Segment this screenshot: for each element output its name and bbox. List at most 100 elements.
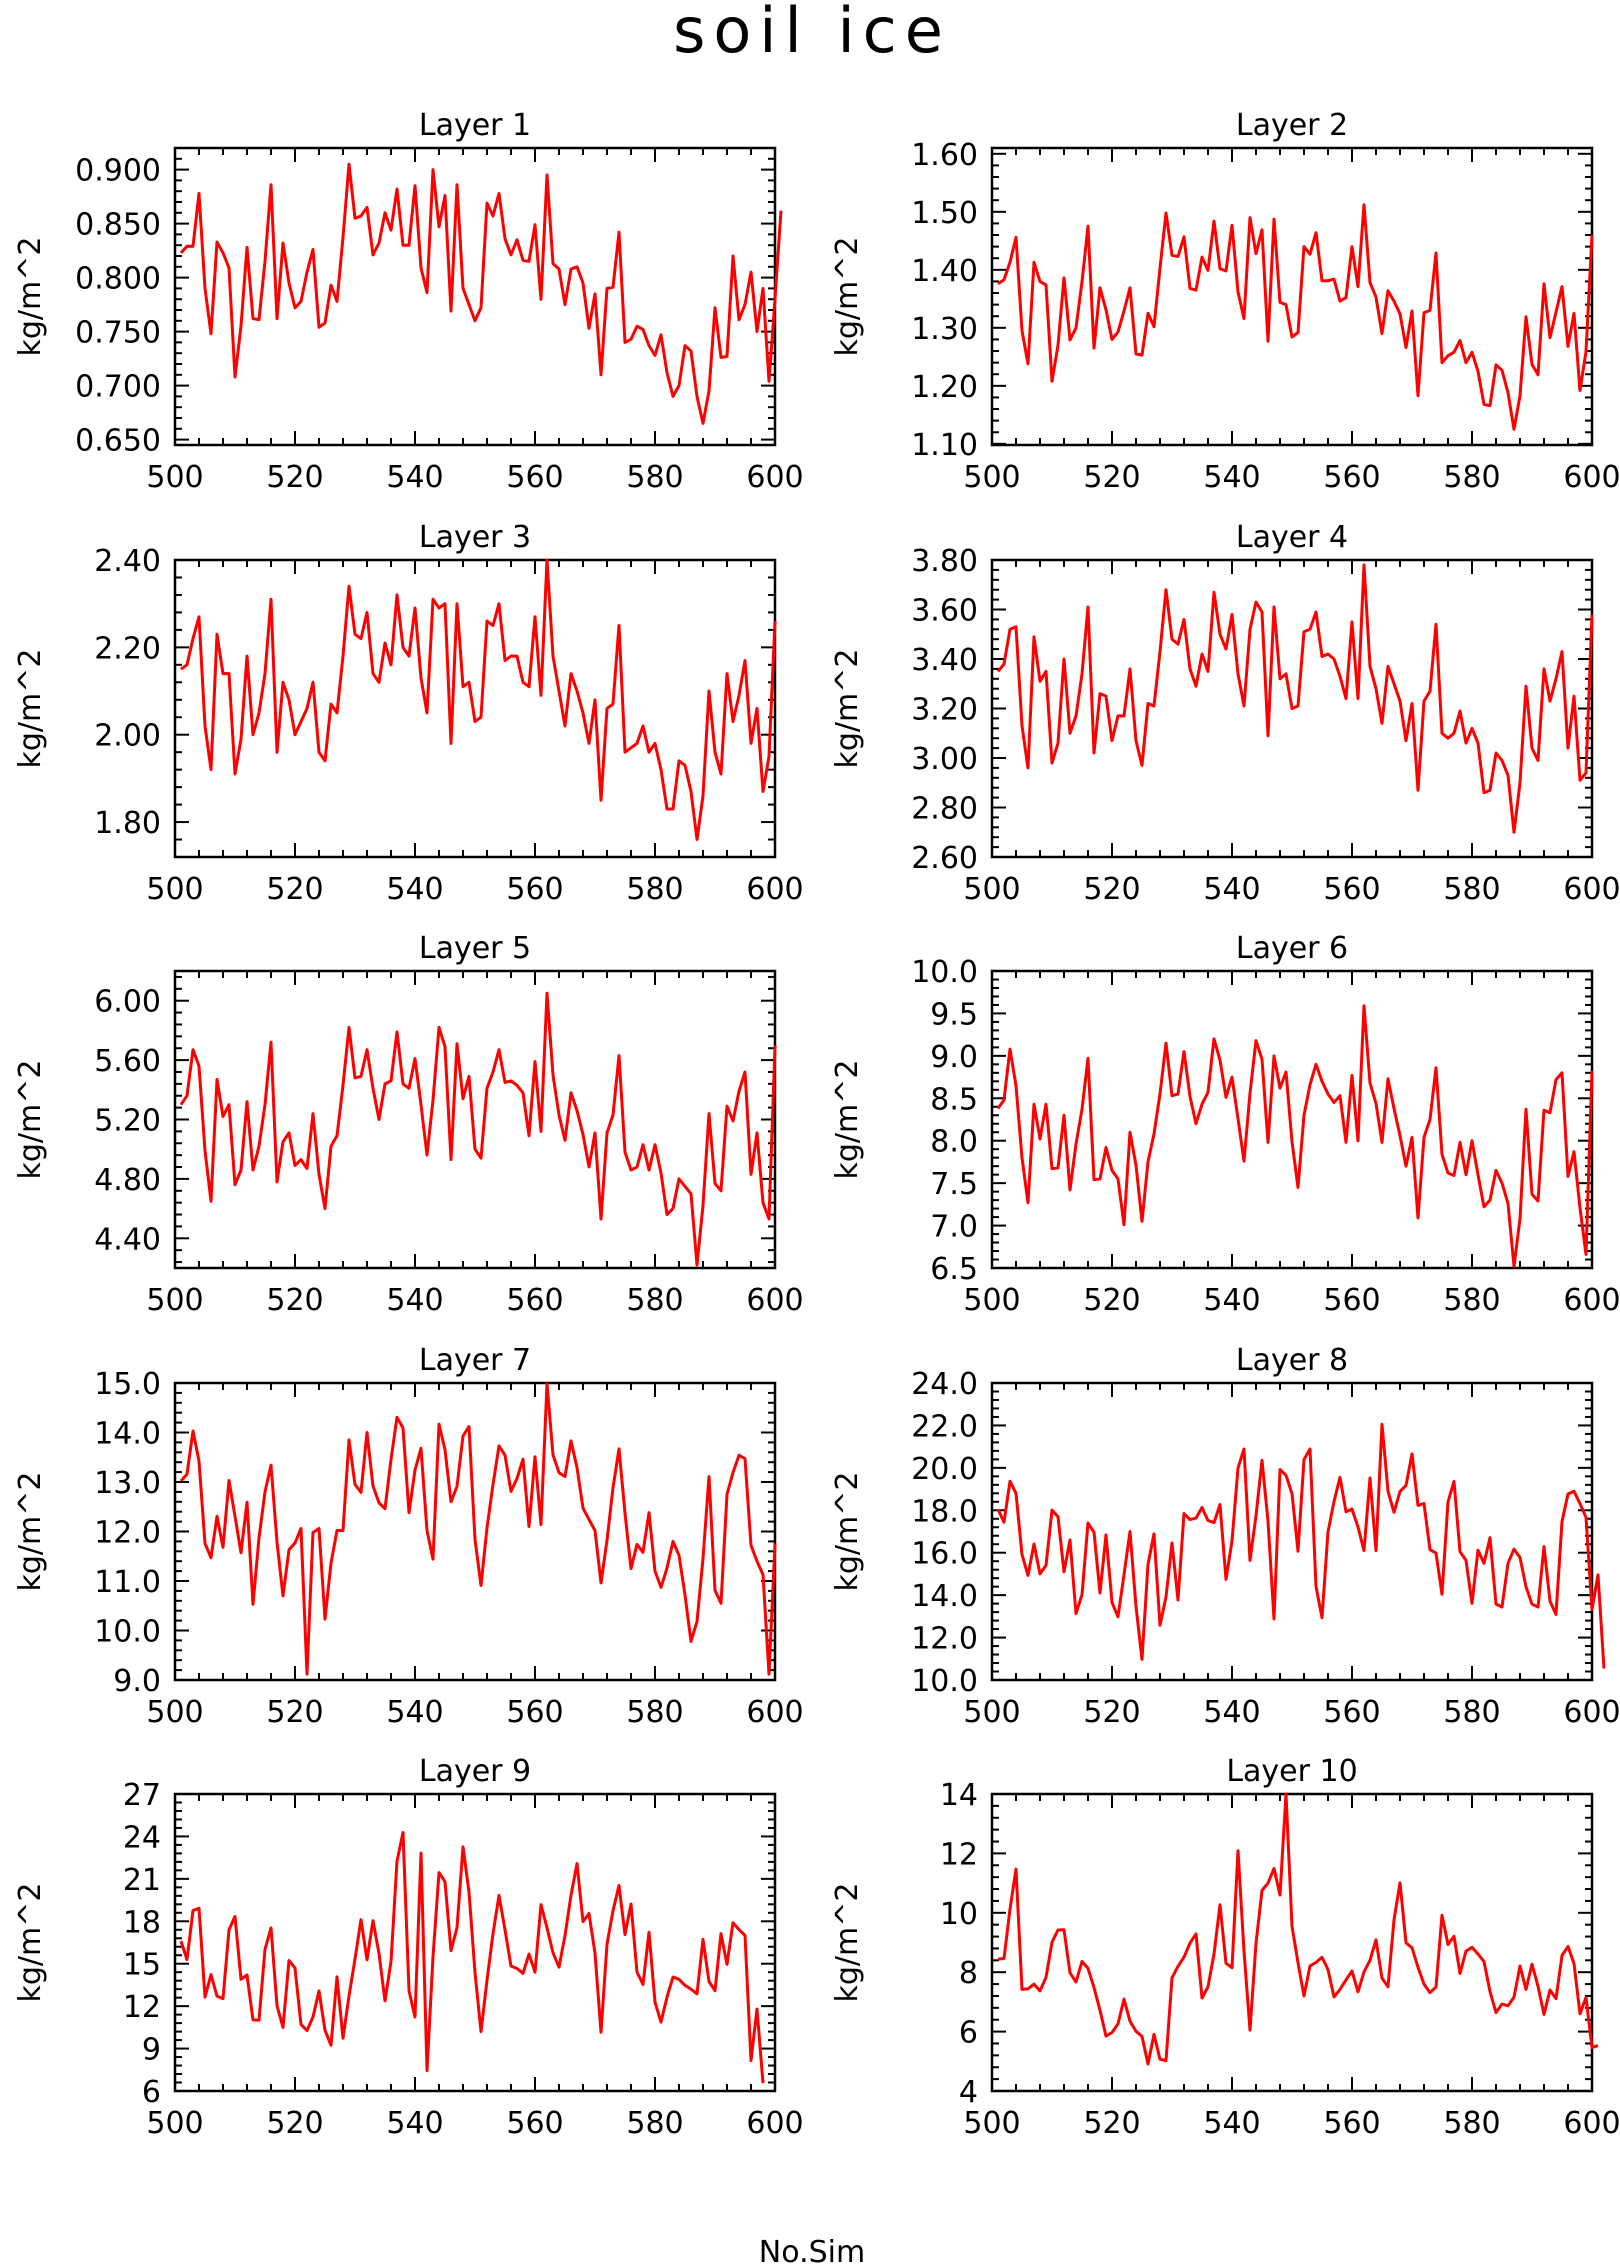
x-tick-label: 580 bbox=[1443, 1283, 1500, 1318]
y-axis-label: kg/m^2 bbox=[830, 1472, 865, 1592]
panel-layer-4: Layer 4 500 520 540 560 580 600 2.60 2.80 3.00 3.2… bbox=[830, 520, 1620, 907]
plot-frame bbox=[173, 969, 777, 1270]
panel-title: Layer 5 bbox=[419, 931, 531, 966]
x-tick-label: 600 bbox=[746, 2106, 803, 2141]
x-tick-label: 540 bbox=[1203, 460, 1260, 495]
y-tick-label: 6 bbox=[142, 2075, 161, 2110]
y-tick-label: 2.80 bbox=[911, 792, 978, 827]
y-axis-label: kg/m^2 bbox=[13, 1060, 48, 1180]
x-tick-label: 520 bbox=[1083, 2106, 1140, 2141]
y-tick-label: 0.750 bbox=[75, 316, 161, 351]
y-axis-label: kg/m^2 bbox=[13, 237, 48, 357]
x-tick-label: 560 bbox=[1323, 1695, 1380, 1730]
series-line bbox=[997, 1792, 1599, 2066]
x-tick-label: 520 bbox=[266, 1695, 323, 1730]
plot-frame bbox=[990, 969, 1594, 1270]
plot-frame bbox=[173, 146, 777, 447]
x-tick-label: 600 bbox=[1563, 1695, 1620, 1730]
y-tick-label: 4 bbox=[959, 2075, 978, 2110]
y-tick-label: 10.0 bbox=[94, 1615, 161, 1650]
x-tick-label: 500 bbox=[146, 1283, 203, 1318]
panel-title: Layer 7 bbox=[419, 1343, 531, 1378]
series-line bbox=[179, 991, 777, 1267]
x-tick-label: 560 bbox=[1323, 872, 1380, 907]
x-tick-label: 600 bbox=[746, 460, 803, 495]
figure-x-axis-label: No.Sim bbox=[759, 2235, 865, 2264]
y-tick-label: 3.60 bbox=[911, 594, 978, 629]
y-tick-label: 13.0 bbox=[94, 1466, 161, 1501]
y-axis-label: kg/m^2 bbox=[830, 237, 865, 357]
y-tick-label: 1.60 bbox=[911, 138, 978, 173]
series-line bbox=[179, 1831, 765, 2084]
x-tick-label: 580 bbox=[1443, 2106, 1500, 2141]
x-tick-label: 600 bbox=[1563, 1283, 1620, 1318]
y-tick-label: 24.0 bbox=[911, 1367, 978, 1402]
x-tick-label: 580 bbox=[626, 460, 683, 495]
panel-title: Layer 9 bbox=[419, 1754, 531, 1789]
y-tick-label: 12 bbox=[123, 1990, 161, 2025]
y-axis-label: kg/m^2 bbox=[830, 1883, 865, 2003]
panel-title: Layer 1 bbox=[419, 108, 531, 143]
y-tick-label: 0.800 bbox=[75, 262, 161, 297]
panel-layer-2: Layer 2 500 520 540 560 580 600 1.10 1.20 1.30 1.4… bbox=[830, 108, 1620, 495]
y-axis-label: kg/m^2 bbox=[13, 649, 48, 769]
x-tick-label: 560 bbox=[1323, 1283, 1380, 1318]
x-tick-label: 500 bbox=[963, 872, 1020, 907]
panel-title: Layer 3 bbox=[419, 520, 531, 555]
y-tick-label: 6.00 bbox=[94, 985, 161, 1020]
y-tick-label: 3.40 bbox=[911, 643, 978, 678]
panel-layer-8: Layer 8 500 520 540 560 580 600 10.0 12.0 14.0 16.… bbox=[830, 1343, 1620, 1730]
y-tick-label: 12.0 bbox=[911, 1622, 978, 1657]
y-axis-label: kg/m^2 bbox=[830, 1060, 865, 1180]
y-tick-label: 0.650 bbox=[75, 424, 161, 459]
panel-layer-7: Layer 7 500 520 540 560 580 600 9.0 10.0 11.0 12.0… bbox=[13, 1343, 804, 1730]
x-tick-label: 500 bbox=[146, 872, 203, 907]
x-tick-label: 580 bbox=[1443, 460, 1500, 495]
x-tick-label: 520 bbox=[266, 872, 323, 907]
series-line bbox=[997, 203, 1594, 431]
y-tick-label: 9.5 bbox=[930, 997, 978, 1032]
plot-frame bbox=[173, 1792, 777, 2093]
panel-title: Layer 6 bbox=[1236, 931, 1348, 966]
y-tick-label: 20.0 bbox=[911, 1452, 978, 1487]
plot-frame bbox=[173, 558, 777, 859]
x-tick-label: 520 bbox=[1083, 460, 1140, 495]
y-tick-label: 10.0 bbox=[911, 955, 978, 990]
series-line bbox=[996, 1422, 1606, 1669]
x-tick-label: 540 bbox=[1203, 1695, 1260, 1730]
x-tick-label: 560 bbox=[506, 1283, 563, 1318]
y-tick-label: 4.40 bbox=[94, 1222, 161, 1257]
x-tick-label: 540 bbox=[1203, 1283, 1260, 1318]
y-tick-label: 3.00 bbox=[911, 742, 978, 777]
x-tick-label: 500 bbox=[146, 1695, 203, 1730]
series-line bbox=[179, 162, 783, 425]
series-line bbox=[996, 563, 1594, 834]
x-tick-label: 540 bbox=[386, 460, 443, 495]
y-tick-label: 6.5 bbox=[930, 1252, 978, 1287]
y-tick-label: 14 bbox=[940, 1778, 978, 1813]
y-tick-label: 10 bbox=[940, 1897, 978, 1932]
panel-layer-1: Layer 1 500 520 540 560 580 600 0.650 0.700 0.750… bbox=[13, 108, 804, 495]
x-tick-label: 560 bbox=[506, 2106, 563, 2141]
x-tick-label: 560 bbox=[1323, 460, 1380, 495]
y-tick-label: 0.850 bbox=[75, 208, 161, 243]
y-tick-label: 7.5 bbox=[930, 1167, 978, 1202]
y-tick-label: 18 bbox=[123, 1905, 161, 1940]
x-tick-label: 520 bbox=[266, 460, 323, 495]
y-tick-label: 9.0 bbox=[930, 1040, 978, 1075]
y-tick-label: 15 bbox=[123, 1948, 161, 1983]
y-tick-label: 1.10 bbox=[911, 428, 978, 463]
y-tick-label: 7.0 bbox=[930, 1210, 978, 1245]
panel-title: Layer 10 bbox=[1226, 1754, 1357, 1789]
x-tick-label: 560 bbox=[506, 1695, 563, 1730]
y-tick-label: 15.0 bbox=[94, 1367, 161, 1402]
x-tick-label: 580 bbox=[626, 1283, 683, 1318]
y-tick-label: 2.20 bbox=[94, 631, 161, 666]
x-tick-label: 560 bbox=[1323, 2106, 1380, 2141]
plot-frame bbox=[990, 1792, 1594, 2093]
plot-frame bbox=[990, 146, 1594, 447]
x-tick-label: 520 bbox=[266, 1283, 323, 1318]
y-tick-label: 14.0 bbox=[94, 1417, 161, 1452]
y-tick-label: 3.80 bbox=[911, 544, 978, 579]
x-tick-label: 600 bbox=[746, 1695, 803, 1730]
